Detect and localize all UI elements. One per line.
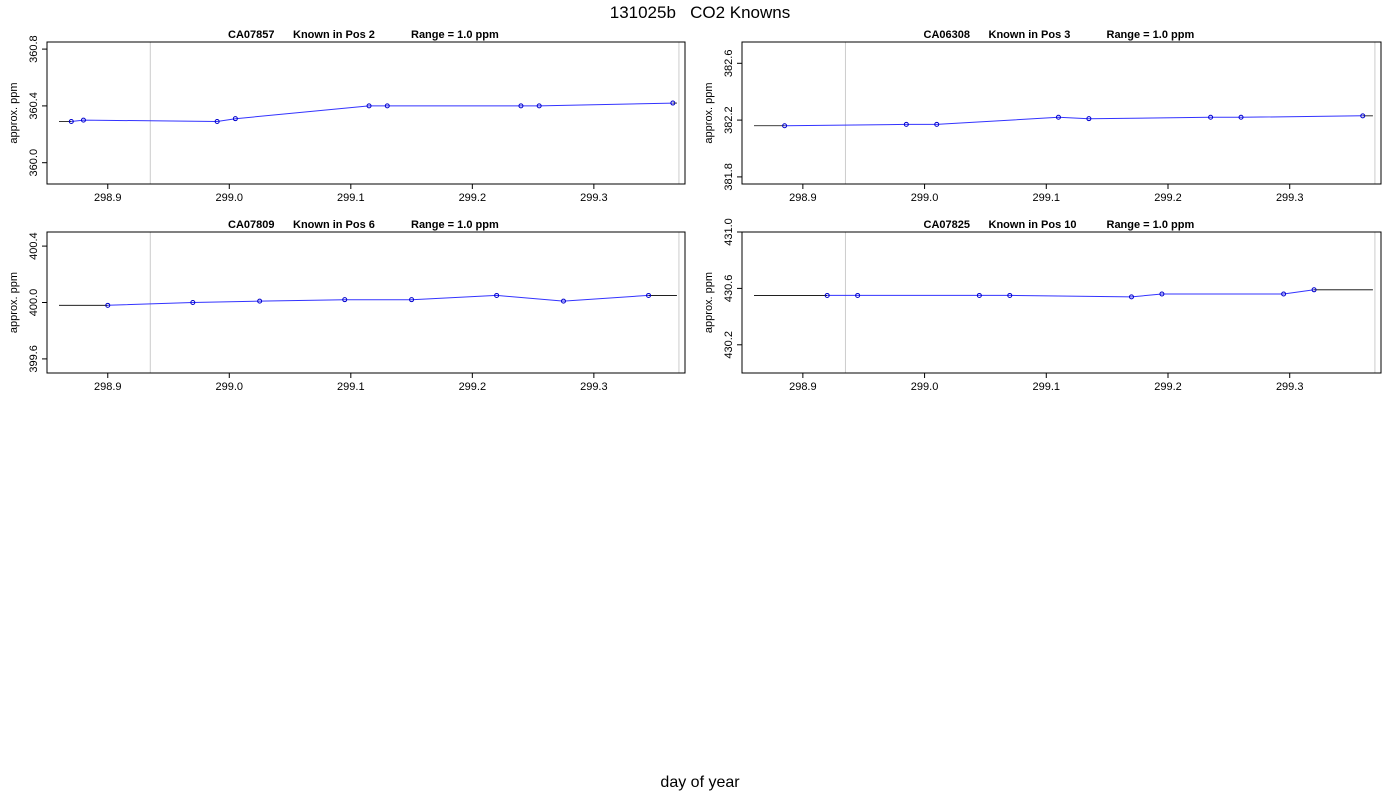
y-tick-label: 430.6: [723, 275, 735, 303]
data-point: [1159, 291, 1165, 297]
data-point: [1086, 116, 1092, 122]
series-line: [827, 289, 1315, 298]
series-line: [784, 115, 1363, 127]
y-tick-label: 430.2: [723, 331, 735, 359]
data-point: [409, 297, 415, 303]
x-tick-label: 299.0: [216, 192, 244, 204]
panel-title-part-2: Known in Pos 3: [989, 29, 1071, 41]
data-point: [190, 300, 196, 305]
plot-frame: [741, 231, 1382, 374]
y-tick-label: 381.8: [723, 163, 735, 191]
panel-title-part-1: CA07857: [228, 29, 274, 41]
y-tick-label: 360.4: [28, 92, 40, 120]
x-tick-label: 299.3: [1276, 192, 1304, 204]
data-point: [1128, 294, 1134, 300]
x-tick-label: 299.0: [911, 192, 939, 204]
plot-frame: [46, 41, 686, 185]
panel-title-part-3: Range = 1.0 ppm: [411, 29, 499, 41]
x-tick-label: 299.0: [216, 381, 244, 393]
y-tick-label: 360.8: [28, 35, 40, 63]
data-point: [670, 100, 676, 106]
data-point: [1281, 291, 1287, 297]
y-tick-label: 400.4: [28, 232, 40, 260]
data-point: [646, 292, 652, 298]
x-tick-label: 298.9: [94, 381, 122, 393]
data-point: [80, 117, 86, 123]
plot-frame: [741, 41, 1382, 185]
chart-panel-2: CA06308 Known in Pos 3 Range = 1.0 ppm 298.…: [703, 29, 1382, 204]
panel-title-part-2: Known in Pos 2: [293, 29, 375, 41]
chart-panel-1: CA07857 Known in Pos 2 Range = 1.0 ppm 298.…: [8, 29, 686, 204]
x-tick-label: 298.9: [94, 192, 122, 204]
chart-panel-3: CA07809 Known in Pos 6 Range = 1.0 ppm 298.…: [8, 219, 686, 393]
y-axis-label: approx. ppm: [703, 82, 715, 143]
data-point: [68, 119, 74, 125]
data-point: [1055, 114, 1061, 120]
panel-title-part-3: Range = 1.0 ppm: [411, 219, 499, 231]
series-line: [71, 102, 673, 123]
y-tick-label: 382.6: [723, 50, 735, 78]
panel-title-part-3: Range = 1.0 ppm: [1107, 29, 1195, 41]
data-point: [824, 292, 830, 298]
x-tick-label: 299.1: [337, 381, 365, 393]
panel-title-part-1: CA07825: [924, 219, 970, 231]
data-point: [257, 298, 263, 304]
x-axis-label: day of year: [660, 774, 740, 791]
panel-title-part-2: Known in Pos 10: [989, 219, 1077, 231]
x-tick-label: 299.2: [459, 192, 487, 204]
data-point: [782, 123, 788, 129]
data-point: [384, 103, 390, 109]
x-tick-label: 298.9: [789, 192, 817, 204]
x-tick-label: 299.3: [580, 192, 608, 204]
x-tick-label: 299.1: [1033, 192, 1061, 204]
y-tick-label: 431.0: [723, 218, 735, 246]
data-point: [1360, 113, 1366, 119]
data-point: [1007, 292, 1013, 298]
x-tick-label: 298.9: [789, 381, 817, 393]
data-point: [1311, 287, 1317, 293]
data-point: [518, 103, 524, 109]
series-line: [107, 294, 649, 306]
x-tick-label: 299.0: [911, 381, 939, 393]
data-point: [903, 121, 909, 127]
y-axis-label: approx. ppm: [8, 82, 20, 143]
x-tick-label: 299.3: [580, 381, 608, 393]
data-point: [366, 103, 372, 109]
panel-title-part-1: CA07809: [228, 219, 274, 231]
chart-panel-4: CA07825 Known in Pos 10 Range = 1.0 ppm 298…: [703, 218, 1382, 393]
x-tick-label: 299.1: [1033, 381, 1061, 393]
data-point: [934, 121, 940, 127]
data-point: [232, 116, 238, 122]
y-tick-label: 360.0: [28, 149, 40, 177]
x-tick-label: 299.3: [1276, 381, 1304, 393]
y-tick-label: 382.2: [723, 106, 735, 134]
data-point: [976, 292, 982, 298]
plot-frame: [46, 231, 686, 374]
data-point: [1238, 114, 1244, 120]
data-point: [105, 302, 111, 308]
data-point: [342, 297, 348, 303]
x-tick-label: 299.1: [337, 192, 365, 204]
y-axis-label: approx. ppm: [8, 272, 20, 333]
data-point: [536, 103, 542, 109]
x-tick-label: 299.2: [459, 381, 487, 393]
data-point: [214, 119, 220, 125]
panel-title-part-3: Range = 1.0 ppm: [1107, 219, 1195, 231]
panel-title-part-2: Known in Pos 6: [293, 219, 375, 231]
page-title: 131025b CO2 Knowns: [609, 3, 791, 22]
y-axis-label: approx. ppm: [703, 272, 715, 333]
data-point: [494, 292, 500, 298]
panel-title-part-1: CA06308: [924, 29, 970, 41]
y-tick-label: 399.6: [28, 345, 40, 373]
x-tick-label: 299.2: [1154, 192, 1182, 204]
x-tick-label: 299.2: [1154, 381, 1182, 393]
data-point: [1208, 114, 1214, 120]
data-point: [560, 298, 566, 304]
data-point: [855, 292, 861, 298]
y-tick-label: 400.0: [28, 289, 40, 317]
